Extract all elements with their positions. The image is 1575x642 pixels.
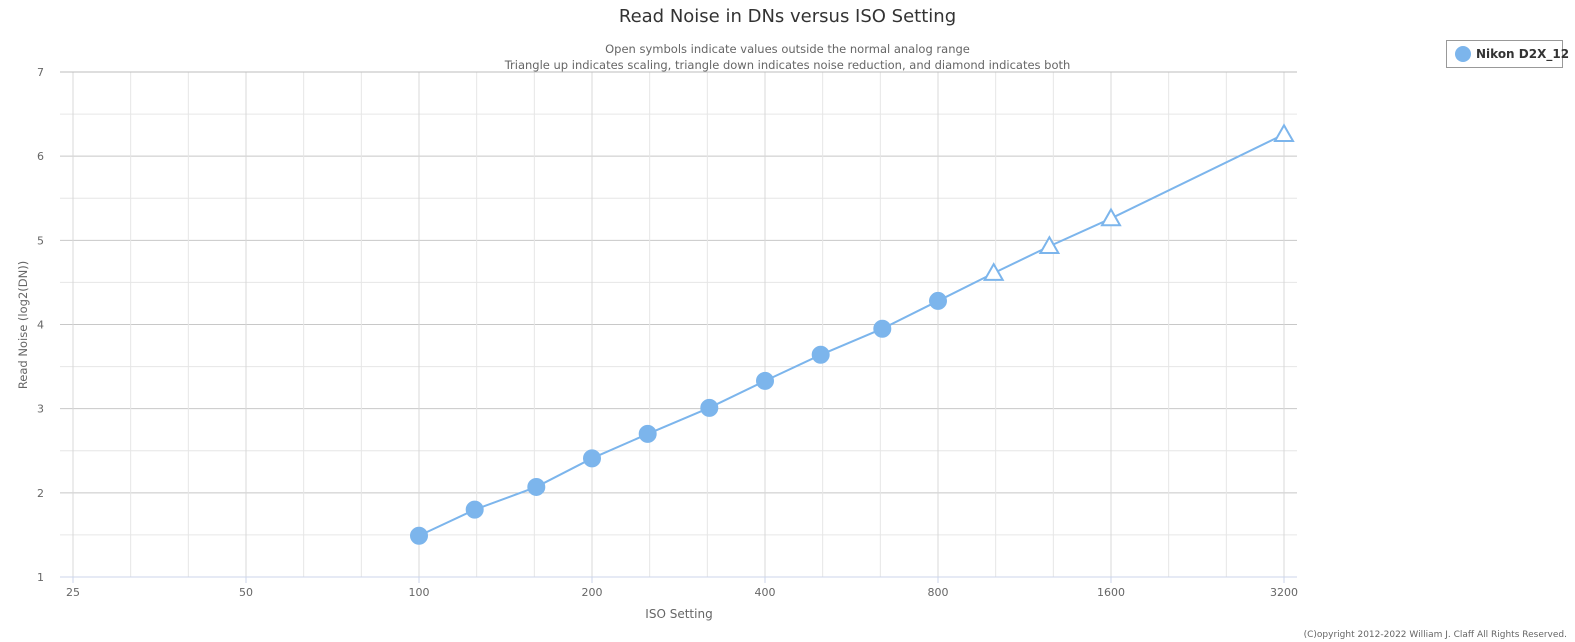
y-tick-label: 6: [37, 150, 44, 163]
data-point-triangle-open: [1038, 235, 1061, 254]
data-point-circle: [410, 526, 428, 545]
chart-subtitle-line-2: Triangle up indicates scaling, triangle …: [504, 58, 1071, 72]
data-point-circle: [700, 398, 719, 417]
data-point-circle: [527, 477, 546, 496]
data-point-circle: [465, 500, 484, 519]
data-point-triangle-open: [1273, 123, 1295, 143]
chart-title: Read Noise in DNs versus ISO Setting: [618, 6, 957, 27]
grid-layer: [60, 71, 1297, 578]
series-layer: [410, 123, 1295, 545]
y-tick-label: 4: [37, 319, 44, 332]
x-tick-label: 100: [409, 586, 430, 599]
legend-label: Nikon D2X_12: [1476, 47, 1570, 61]
copyright-notice: (C)opyright 2012-2022 William J. Claff A…: [1303, 630, 1567, 640]
axis-layer: 25 50 100 200 400 800 1600 3200 1 2 3 4 5 6 7: [37, 66, 1298, 599]
x-tick-label: 50: [239, 586, 253, 599]
series-line: [418, 133, 1285, 537]
data-point-triangle-open: [982, 262, 1005, 281]
x-tick-label: 400: [755, 586, 776, 599]
y-tick-label: 5: [37, 234, 44, 247]
x-tick-label: 800: [928, 586, 949, 599]
x-tick-label: 1600: [1097, 586, 1125, 599]
x-tick-label: 3200: [1270, 586, 1298, 599]
x-axis-title: ISO Setting: [645, 607, 712, 621]
chart-subtitle-line-1: Open symbols indicate values outside the…: [605, 42, 970, 56]
y-tick-label: 2: [37, 487, 44, 500]
y-tick-label: 1: [37, 571, 44, 584]
data-point-circle: [756, 371, 774, 390]
y-tick-label: 3: [37, 403, 44, 416]
data-point-circle: [929, 291, 947, 310]
legend-marker-icon: [1455, 46, 1471, 62]
data-point-circle: [811, 345, 830, 364]
data-point-circle: [583, 449, 601, 468]
y-axis-title: Read Noise (log2(DN)): [16, 261, 30, 389]
x-tick-label: 200: [582, 586, 603, 599]
data-point-circle: [873, 319, 892, 338]
y-tick-label: 7: [37, 66, 44, 79]
legend-item-nikon-d2x-12[interactable]: Nikon D2X_12: [1446, 40, 1569, 68]
data-point-circle: [638, 424, 657, 443]
data-point-triangle-open: [1100, 207, 1122, 227]
x-tick-label: 25: [66, 586, 80, 599]
